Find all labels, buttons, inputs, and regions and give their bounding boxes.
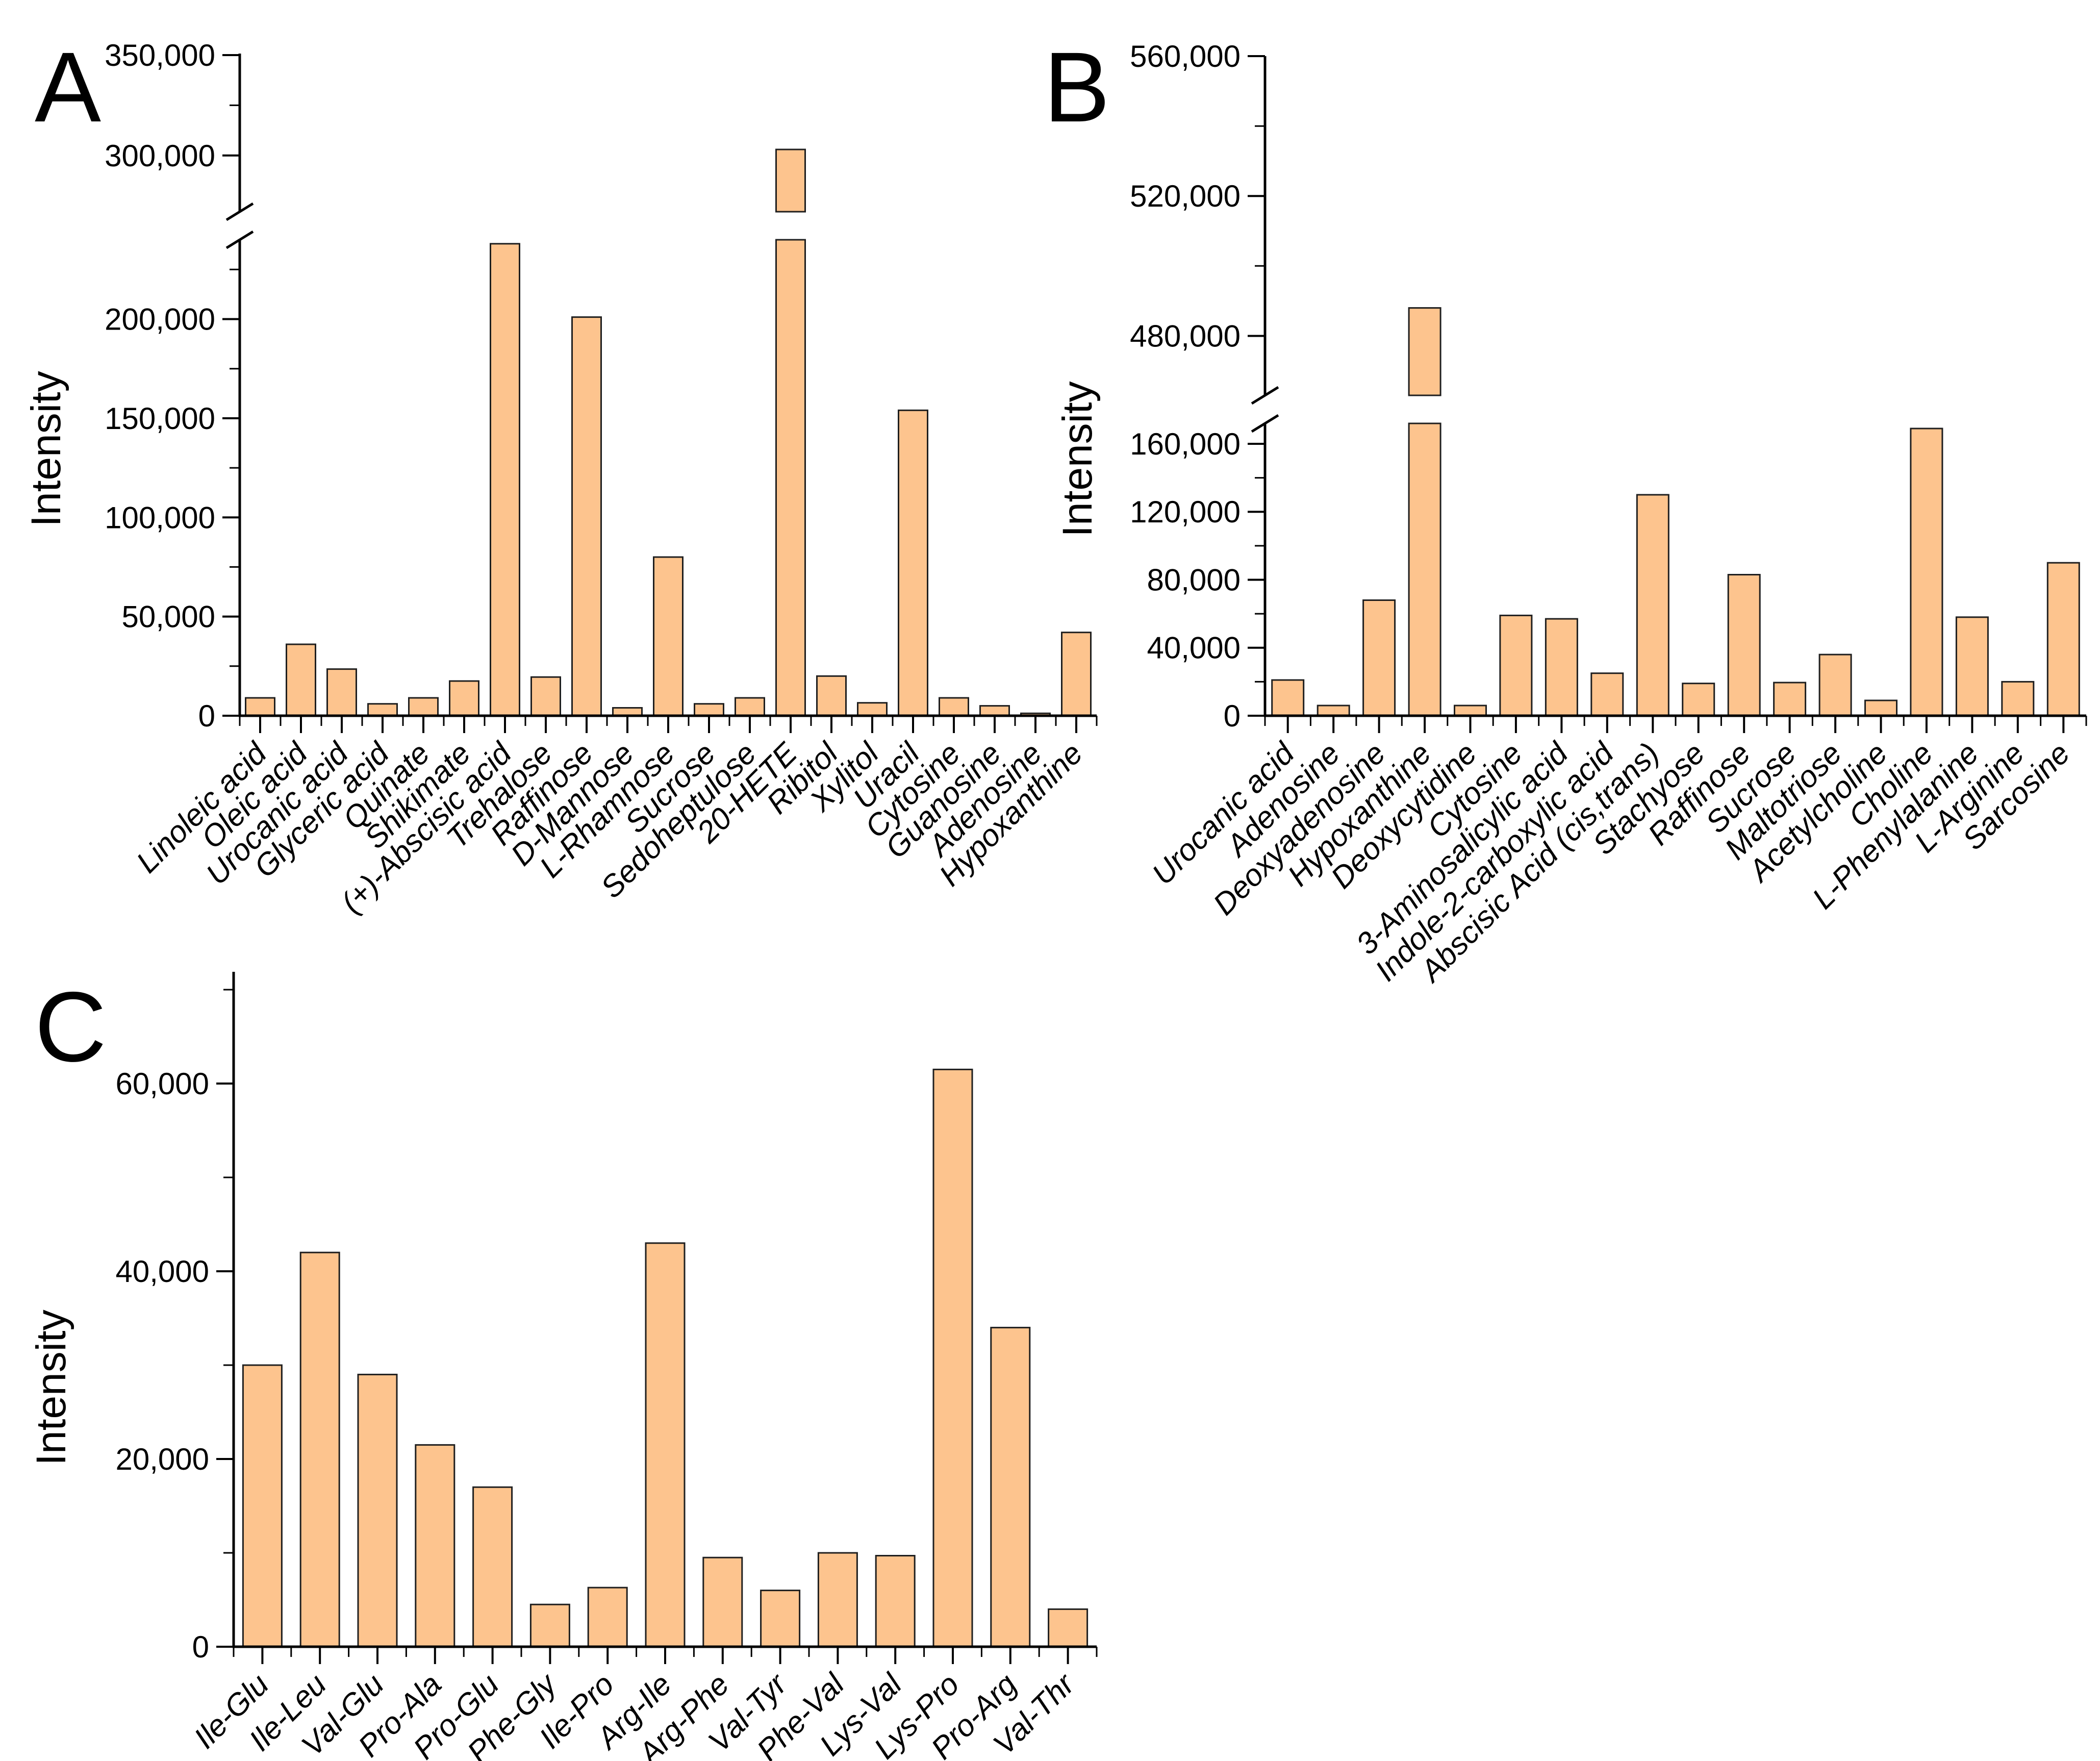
bar — [932, 1068, 973, 1648]
bar — [979, 705, 1010, 717]
bar — [1910, 427, 1943, 717]
y-tick-label: 100,000 — [105, 500, 215, 535]
axis-break-mark — [1251, 414, 1279, 433]
bar — [408, 697, 439, 717]
chart-panel-B: 0 40,000 80,000 120,000 160,000 480,000 520,00… — [1044, 32, 2087, 989]
bar — [326, 668, 357, 717]
bar — [2046, 562, 2080, 717]
y-tick-label: 20,000 — [115, 1442, 209, 1476]
bar — [775, 239, 806, 717]
y-tick-label: 200,000 — [105, 303, 215, 337]
y-axis-title: Intensity — [1054, 381, 1101, 537]
bar — [357, 1373, 398, 1648]
bar — [1682, 683, 1715, 717]
bar — [1499, 614, 1533, 717]
y-tick-label: 160,000 — [1130, 427, 1241, 461]
panel-letter-A: A — [35, 32, 101, 143]
bar — [1590, 672, 1624, 717]
bar — [898, 409, 928, 717]
bar — [1727, 574, 1761, 717]
bar — [816, 675, 847, 717]
bar — [2001, 681, 2035, 717]
bar — [242, 1364, 283, 1648]
bar — [1773, 682, 1807, 717]
bar — [1408, 307, 1441, 396]
bar — [735, 697, 765, 717]
bar — [702, 1556, 743, 1648]
bar — [817, 1552, 858, 1648]
axis-break-mark — [225, 230, 254, 249]
bar — [1061, 632, 1092, 717]
bar — [1408, 422, 1441, 717]
bar — [653, 556, 684, 717]
bar — [490, 243, 520, 717]
y-tick-label: 80,000 — [1147, 563, 1241, 597]
y-tick-label: 350,000 — [105, 38, 215, 72]
bar — [529, 1603, 570, 1648]
bar — [1048, 1608, 1089, 1648]
bar — [587, 1587, 628, 1648]
y-tick-label: 40,000 — [115, 1254, 209, 1289]
y-tick-label: 150,000 — [105, 401, 215, 436]
bar — [1454, 705, 1487, 717]
bar — [1818, 653, 1852, 717]
bar — [367, 703, 398, 717]
y-tick-label: 0 — [192, 1630, 209, 1664]
axis-break-mark — [1251, 386, 1279, 405]
axis-break-mark — [225, 202, 254, 221]
y-tick-label: 120,000 — [1130, 495, 1241, 529]
bar — [1955, 616, 1989, 717]
bar — [1864, 699, 1897, 717]
chart-panel-C: 020,00040,00060,000Ile-GluIle-LeuVal-Glu… — [28, 971, 1098, 1761]
y-tick-label: 300,000 — [105, 139, 215, 173]
bar — [1271, 679, 1305, 717]
y-axis-title: Intensity — [23, 371, 69, 526]
bar — [299, 1251, 340, 1648]
bar — [645, 1242, 686, 1648]
panel-letter-B: B — [1044, 32, 1110, 143]
bar — [694, 703, 724, 717]
bar — [472, 1486, 513, 1648]
y-tick-label: 0 — [198, 699, 215, 733]
y-tick-label: 40,000 — [1147, 631, 1241, 665]
bar — [775, 148, 806, 213]
bar — [449, 680, 479, 717]
bar — [1636, 494, 1669, 717]
bar — [760, 1590, 801, 1648]
bar — [415, 1444, 456, 1648]
bar — [286, 643, 316, 717]
y-tick-label: 60,000 — [115, 1067, 209, 1101]
bar — [875, 1555, 916, 1648]
bar — [530, 676, 561, 717]
bar — [1317, 705, 1350, 717]
bar — [245, 697, 275, 717]
y-tick-label: 560,000 — [1130, 39, 1241, 73]
bar — [571, 316, 602, 717]
bar — [1362, 599, 1396, 717]
y-tick-label: 50,000 — [121, 600, 215, 634]
y-axis-title: Intensity — [28, 1310, 74, 1465]
bar — [939, 697, 969, 717]
y-tick-label: 480,000 — [1130, 319, 1241, 354]
bar — [990, 1326, 1031, 1648]
y-tick-label: 0 — [1224, 699, 1241, 733]
y-tick-label: 520,000 — [1130, 179, 1241, 213]
panel-letter-C: C — [35, 971, 107, 1083]
bar — [857, 702, 888, 717]
bar — [1545, 618, 1578, 717]
chart-panel-A: 0 50,000 100,000 150,000 200,000 300,000 350,0… — [23, 32, 1098, 920]
